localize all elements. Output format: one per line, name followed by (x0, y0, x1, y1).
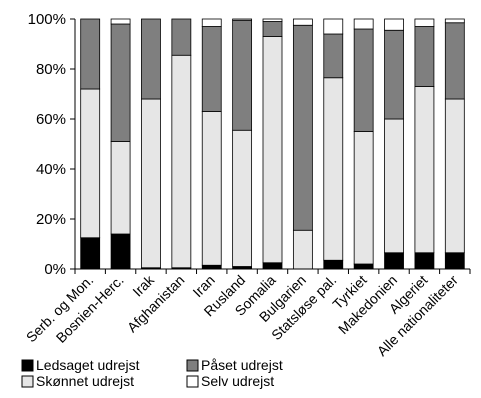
legend-swatch (186, 375, 199, 388)
bar-segment (110, 23, 131, 142)
legend-swatch (21, 359, 34, 372)
bar-segment (110, 141, 131, 235)
x-axis: Serb. og Mon.Bosnien-Herc. IrakAfghanista… (23, 268, 471, 359)
bar-segment (292, 24, 313, 231)
bar-segment (232, 19, 253, 131)
legend-label: Påset udrejst (201, 357, 283, 373)
bar-segment (292, 229, 313, 270)
bar-segment (201, 264, 222, 270)
bar-segment (384, 18, 404, 31)
y-tick-label: 0% (44, 261, 66, 278)
y-axis: 0% 20% 40% 60% 80% 100% (28, 11, 76, 278)
bar-segment (262, 21, 283, 37)
bar-segment (171, 18, 192, 56)
legend-swatch (21, 375, 34, 388)
bar-segment (414, 86, 435, 254)
bar-segment (323, 33, 344, 79)
bar-segment (353, 131, 374, 265)
bars (80, 18, 465, 270)
bar-segment (353, 28, 374, 132)
bar-segment (110, 18, 131, 25)
legend-label: Ledsaget udrejst (36, 357, 140, 373)
bar-segment (232, 129, 253, 267)
bar-segment (232, 18, 253, 21)
bar-segment (201, 18, 222, 27)
bar-segment (292, 18, 313, 26)
bar-segment (262, 18, 283, 22)
bar-segment (384, 118, 404, 254)
bar-segment (384, 29, 404, 120)
bar-segment (80, 18, 101, 90)
bar-segment (353, 18, 374, 30)
bar-segment (444, 252, 465, 270)
bar-segment (444, 22, 465, 100)
legend-swatch (186, 359, 199, 372)
y-tick-label: 100% (28, 11, 66, 28)
bar-segment (141, 98, 161, 269)
bar-segment (262, 262, 283, 270)
bar-segment (80, 237, 101, 270)
y-tick-label: 20% (36, 211, 66, 228)
bar-segment (384, 252, 404, 270)
bar-segment (323, 18, 344, 35)
bar-segment (110, 233, 131, 270)
bar-segment (171, 54, 192, 269)
bar-segment (80, 88, 101, 239)
bar-segment (201, 26, 222, 112)
bar-segment (201, 111, 222, 266)
bar-segment (414, 26, 435, 87)
bar-segment (141, 18, 161, 100)
y-tick-label: 40% (36, 161, 66, 178)
bar-segment (444, 18, 465, 24)
bar-segment (323, 259, 344, 270)
y-tick-label: 60% (36, 111, 66, 128)
bar-segment (444, 98, 465, 254)
bar-segment (414, 18, 435, 27)
bar-segment (353, 263, 374, 270)
bar-segment (323, 77, 344, 261)
bar-segment (414, 252, 435, 270)
x-tick-label: Afghanistan (124, 272, 188, 336)
legend-label: Selv udrejst (201, 373, 274, 389)
bar-segment (262, 36, 283, 264)
y-tick-label: 80% (36, 61, 66, 78)
legend-label: Skønnet udrejst (36, 373, 134, 389)
